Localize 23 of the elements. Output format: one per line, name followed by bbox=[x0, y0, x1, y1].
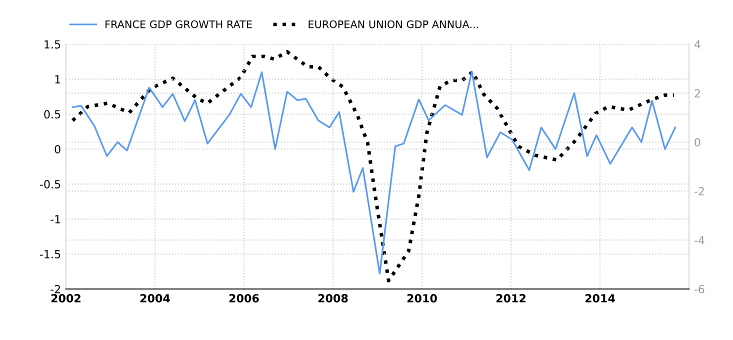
x-tick-label: 2002 bbox=[51, 294, 80, 302]
x-tick-label: 2006 bbox=[229, 294, 259, 302]
y-tick-label: 1.5 bbox=[44, 40, 60, 49]
x-tick-label: 2014 bbox=[585, 294, 615, 302]
y2-tick-label: 0 bbox=[694, 138, 700, 146]
x-tick-label: 2004 bbox=[140, 294, 170, 302]
y-tick-label: 1 bbox=[55, 75, 60, 84]
y2-tick-label: -2 bbox=[694, 187, 704, 196]
y-tick-label: -0.5 bbox=[40, 180, 60, 188]
y-tick-label: -2 bbox=[50, 284, 60, 294]
y2-tick-label: 2 bbox=[694, 89, 700, 98]
y-tick-label: 0 bbox=[54, 145, 60, 154]
legend-label: FRANCE GDP GROWTH RATE bbox=[106, 20, 252, 28]
y-tick-label: -1.5 bbox=[40, 250, 60, 258]
y-tick-label: 0.5 bbox=[44, 110, 60, 119]
x-tick-label: 2010 bbox=[407, 294, 437, 302]
x-tick-label: 2008 bbox=[318, 294, 348, 302]
y-tick-label: -1 bbox=[50, 215, 60, 224]
legend-label: EUROPEAN UNION GDP ANNUA... bbox=[308, 20, 478, 28]
y2-tick-label: -4 bbox=[694, 236, 704, 244]
y2-tick-label: 4 bbox=[694, 40, 700, 48]
y2-tick-label: -6 bbox=[694, 284, 704, 294]
x-tick-label: 2012 bbox=[496, 294, 526, 302]
